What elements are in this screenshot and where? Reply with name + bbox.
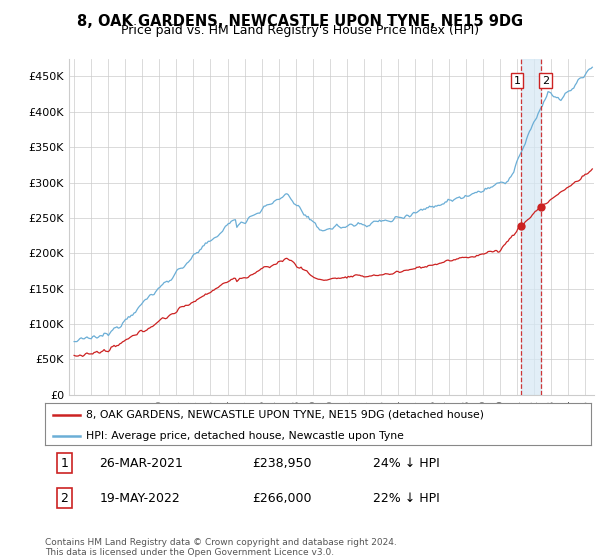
Text: 22% ↓ HPI: 22% ↓ HPI	[373, 492, 439, 505]
Text: 24% ↓ HPI: 24% ↓ HPI	[373, 457, 439, 470]
Text: 19-MAY-2022: 19-MAY-2022	[100, 492, 181, 505]
Text: 8, OAK GARDENS, NEWCASTLE UPON TYNE, NE15 9DG: 8, OAK GARDENS, NEWCASTLE UPON TYNE, NE1…	[77, 14, 523, 29]
Text: £266,000: £266,000	[253, 492, 312, 505]
Text: 2: 2	[60, 492, 68, 505]
Text: Contains HM Land Registry data © Crown copyright and database right 2024.
This d: Contains HM Land Registry data © Crown c…	[45, 538, 397, 557]
Text: Price paid vs. HM Land Registry's House Price Index (HPI): Price paid vs. HM Land Registry's House …	[121, 24, 479, 37]
Text: 1: 1	[60, 457, 68, 470]
Text: 1: 1	[514, 76, 520, 86]
Text: £238,950: £238,950	[253, 457, 312, 470]
Text: 26-MAR-2021: 26-MAR-2021	[100, 457, 184, 470]
Text: 8, OAK GARDENS, NEWCASTLE UPON TYNE, NE15 9DG (detached house): 8, OAK GARDENS, NEWCASTLE UPON TYNE, NE1…	[86, 410, 484, 420]
Bar	[521, 59, 541, 395]
Text: 2: 2	[542, 76, 549, 86]
Text: HPI: Average price, detached house, Newcastle upon Tyne: HPI: Average price, detached house, Newc…	[86, 431, 404, 441]
